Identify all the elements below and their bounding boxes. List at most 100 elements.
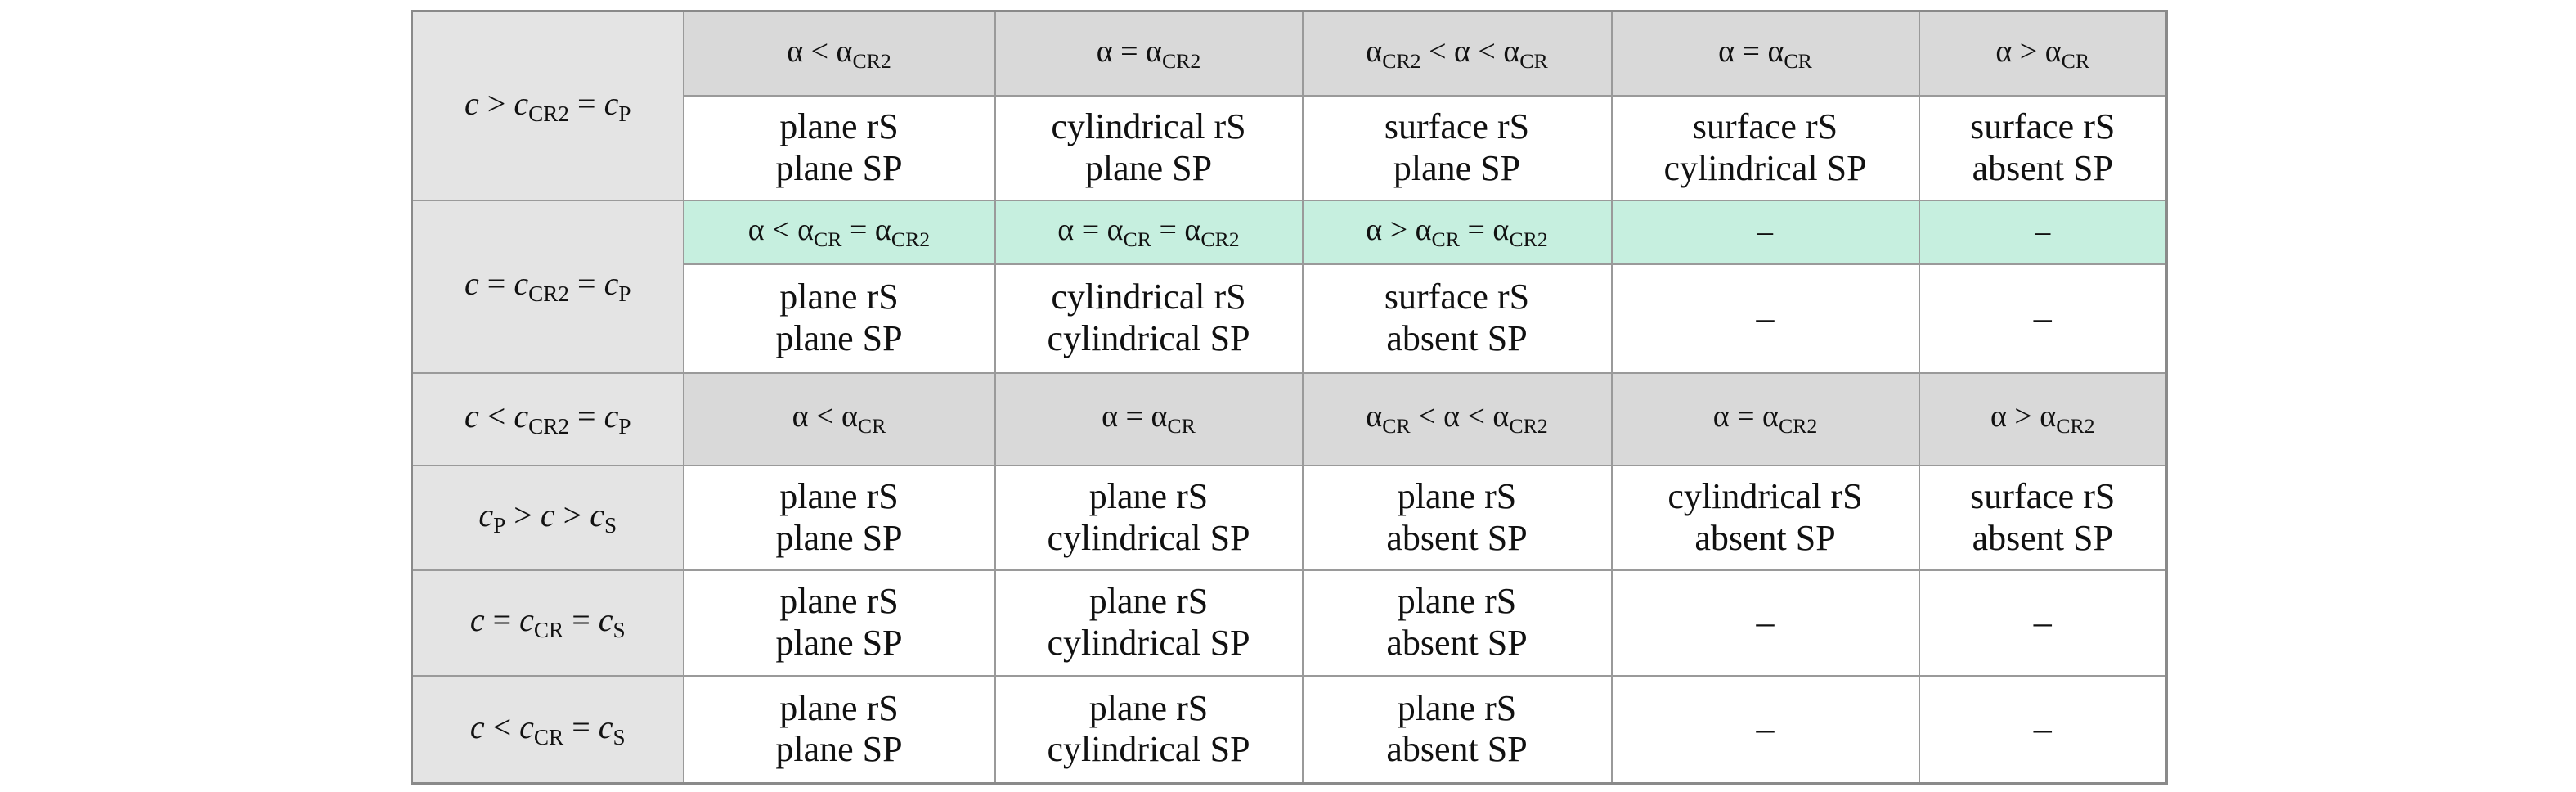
text-segment: α = α [1718, 34, 1784, 69]
cell-line: absent SP [1308, 318, 1606, 360]
table-cell: plane rS absent SP [1301, 674, 1613, 785]
cell-line: plane rS [1001, 581, 1297, 623]
cell-line: surface rS [1308, 277, 1606, 318]
table-cell: surface rS cylindrical SP [1610, 94, 1920, 201]
text-segment: absent SP [1386, 623, 1528, 663]
cell-line: α < αCR = αCR2 [689, 213, 990, 251]
row-label: c < cCR = cS [411, 674, 684, 785]
text-segment: P [618, 101, 631, 126]
text-segment: CR [1382, 414, 1411, 439]
text-segment: cylindrical SP [1047, 623, 1250, 663]
text-segment: absent SP [1972, 517, 2113, 558]
text-segment: cylindrical SP [1663, 147, 1867, 188]
text-segment: = [569, 84, 604, 122]
results-table: c > cCR2 = cP α < αCR2 α = αCR2 αCR2 < α < … [411, 10, 2168, 785]
text-segment: c [469, 708, 485, 745]
text-segment: plane SP [775, 147, 903, 188]
text-segment: plane SP [775, 517, 903, 558]
cell-line: cylindrical rS [1618, 476, 1914, 518]
table-cell: – [1610, 569, 1920, 677]
text-segment: < α < α [1410, 399, 1510, 434]
table-cell: plane rS plane SP [682, 674, 996, 785]
text-segment: – [1757, 214, 1773, 249]
text-segment: CR [1431, 227, 1460, 251]
cell-line: plane SP [689, 623, 990, 664]
text-segment: S [613, 618, 626, 643]
text-segment: surface rS [1384, 277, 1530, 317]
row-label: c = cCR2 = cP [411, 199, 684, 374]
text-segment: cylindrical rS [1667, 475, 1863, 516]
cell-line: absent SP [1925, 518, 2161, 560]
cell-line: absent SP [1925, 148, 2161, 190]
text-segment: absent SP [1386, 729, 1528, 770]
cell-line: αCR2 < α < αCR [1308, 34, 1606, 73]
text-segment: CR2 [528, 414, 569, 439]
text-segment: α > α [1995, 34, 2062, 69]
cell-line: α = αCR = αCR2 [1001, 213, 1297, 251]
text-segment: CR [533, 724, 564, 749]
text-segment: cylindrical rS [1051, 277, 1246, 317]
text-segment: CR2 [852, 48, 891, 73]
cell-line: α > αCR [1925, 34, 2161, 73]
table-cell: α < αCR [682, 371, 996, 466]
table-cell: α > αCR = αCR2 [1301, 199, 1613, 265]
text-segment: = [484, 601, 520, 639]
table-cell: surface rS absent SP [1918, 94, 2168, 201]
text-segment: < [478, 398, 514, 435]
text-segment: > [478, 84, 514, 122]
text-segment: P [618, 281, 631, 307]
text-segment: – [1756, 708, 1775, 749]
text-segment: α = α [1057, 212, 1124, 247]
table-row: c < cCR2 = cP α < αCR α = αCR αCR < α < αCR… [411, 371, 2168, 466]
cell-line: cylindrical rS [1001, 106, 1297, 148]
table-cell: α < αCR2 [682, 10, 996, 97]
text-segment: c [469, 601, 485, 639]
table-cell: plane rS absent SP [1301, 569, 1613, 677]
cell-line: plane SP [1308, 148, 1606, 190]
text-segment: CR [2061, 48, 2090, 73]
cell-line: – [1925, 709, 2161, 750]
cell-line: cylindrical SP [1001, 318, 1297, 360]
cell-line: surface rS [1925, 106, 2161, 148]
table-cell: – [1918, 263, 2168, 374]
table-cell: cylindrical rS cylindrical SP [994, 263, 1304, 374]
text-segment: α < α [747, 212, 815, 247]
cell-line: cylindrical SP [1001, 623, 1297, 664]
table-cell: α < αCR = αCR2 [682, 199, 996, 265]
text-segment: plane SP [775, 623, 903, 663]
text-segment: CR2 [528, 281, 569, 307]
cell-line: plane rS [689, 581, 990, 623]
cell-line: plane rS [1001, 476, 1297, 518]
cell-line: α = αCR [1001, 399, 1297, 438]
table-cell: plane rS absent SP [1301, 464, 1613, 571]
text-segment: – [1756, 297, 1775, 338]
cell-line: plane rS [689, 688, 990, 730]
text-segment: cylindrical rS [1051, 106, 1246, 146]
text-segment: c [598, 708, 613, 745]
cell-line: α < αCR2 [689, 34, 990, 73]
cell-line: plane rS [689, 106, 990, 148]
table-row: plane rS plane SP cylindrical rS cylindrica… [412, 263, 2168, 374]
text-segment: = [478, 265, 514, 303]
text-segment: c [464, 265, 479, 303]
text-segment: < [484, 708, 520, 745]
table-cell: plane rS plane SP [682, 569, 996, 677]
text-segment: plane rS [779, 581, 899, 622]
table-cell: α = αCR2 [1610, 371, 1920, 466]
cell-line: plane rS [1308, 581, 1606, 623]
text-segment: plane rS [1088, 687, 1209, 728]
text-segment: = [569, 398, 604, 435]
text-segment: c [598, 601, 613, 639]
table-cell: α > αCR2 [1918, 371, 2168, 466]
row-label: c < cCR2 = cP [411, 371, 684, 466]
cell-line: α < αCR [689, 399, 990, 438]
text-segment: S [604, 512, 617, 538]
table-cell: – [1610, 199, 1920, 265]
cell-line: plane rS [1001, 688, 1297, 730]
text-segment: α [1366, 34, 1383, 69]
cell-line: α = αCR2 [1001, 34, 1297, 73]
table-cell: α > αCR [1918, 10, 2168, 97]
cell-line: – [1925, 214, 2161, 250]
text-segment: plane rS [1397, 581, 1517, 622]
